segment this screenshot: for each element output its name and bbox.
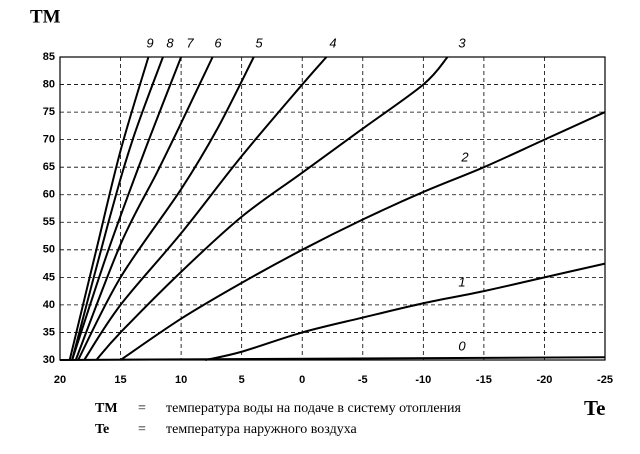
- note-symbol: TM: [95, 401, 118, 416]
- y-tick-label: 30: [43, 354, 55, 366]
- curve-label: 0: [458, 338, 466, 353]
- y-tick-label: 85: [43, 51, 55, 63]
- y-tick-label: 80: [43, 78, 55, 90]
- curve-label: 5: [255, 35, 263, 50]
- y-tick-label: 75: [43, 106, 55, 118]
- curve-label: 4: [329, 35, 336, 50]
- curve: [77, 56, 255, 361]
- note-text: температура наружного воздуха: [166, 422, 358, 437]
- curve-label: 7: [186, 35, 194, 50]
- curve: [95, 56, 449, 361]
- x-tick-label: 20: [54, 374, 66, 386]
- y-tick-label: 70: [43, 134, 55, 146]
- y-tick-label: 65: [43, 161, 55, 173]
- curve: [71, 56, 183, 361]
- note-text: температура воды на подаче в систему ото…: [166, 401, 462, 416]
- note-sep: =: [138, 422, 146, 437]
- plot-frame: [59, 56, 606, 361]
- y-tick-label: 40: [43, 299, 55, 311]
- curve: [83, 56, 328, 361]
- x-tick-label: 15: [114, 374, 126, 386]
- y-tick-label: 55: [43, 216, 55, 228]
- curve: [68, 56, 150, 361]
- curve: [74, 56, 214, 361]
- curve: [71, 56, 164, 361]
- x-tick-label: -25: [597, 374, 613, 386]
- x-tick-label: 0: [299, 374, 305, 386]
- curve-label: 9: [146, 35, 153, 50]
- note-sep: =: [138, 401, 146, 416]
- x-tick-label: 5: [239, 374, 245, 386]
- y-tick-label: 60: [43, 189, 55, 201]
- x-tick-label: 10: [175, 374, 187, 386]
- x-tick-label: -10: [415, 374, 431, 386]
- x-tick-label: -15: [476, 374, 492, 386]
- y-tick-label: 35: [43, 326, 55, 338]
- curve-label: 1: [458, 274, 465, 289]
- curve: [119, 111, 606, 361]
- x-tick-label: -20: [536, 374, 552, 386]
- y-tick-label: 45: [43, 271, 55, 283]
- curve-label: 8: [166, 35, 174, 50]
- note-symbol: Te: [95, 422, 109, 437]
- y-axis-label: TM: [30, 6, 61, 27]
- curve: [205, 262, 606, 361]
- x-axis-label: Te: [584, 396, 605, 420]
- curve-label: 3: [458, 35, 466, 50]
- curve-label: 2: [460, 149, 469, 164]
- curve-label: 6: [214, 35, 222, 50]
- curve: [59, 356, 606, 361]
- x-tick-label: -5: [358, 374, 368, 386]
- y-tick-label: 50: [43, 244, 55, 256]
